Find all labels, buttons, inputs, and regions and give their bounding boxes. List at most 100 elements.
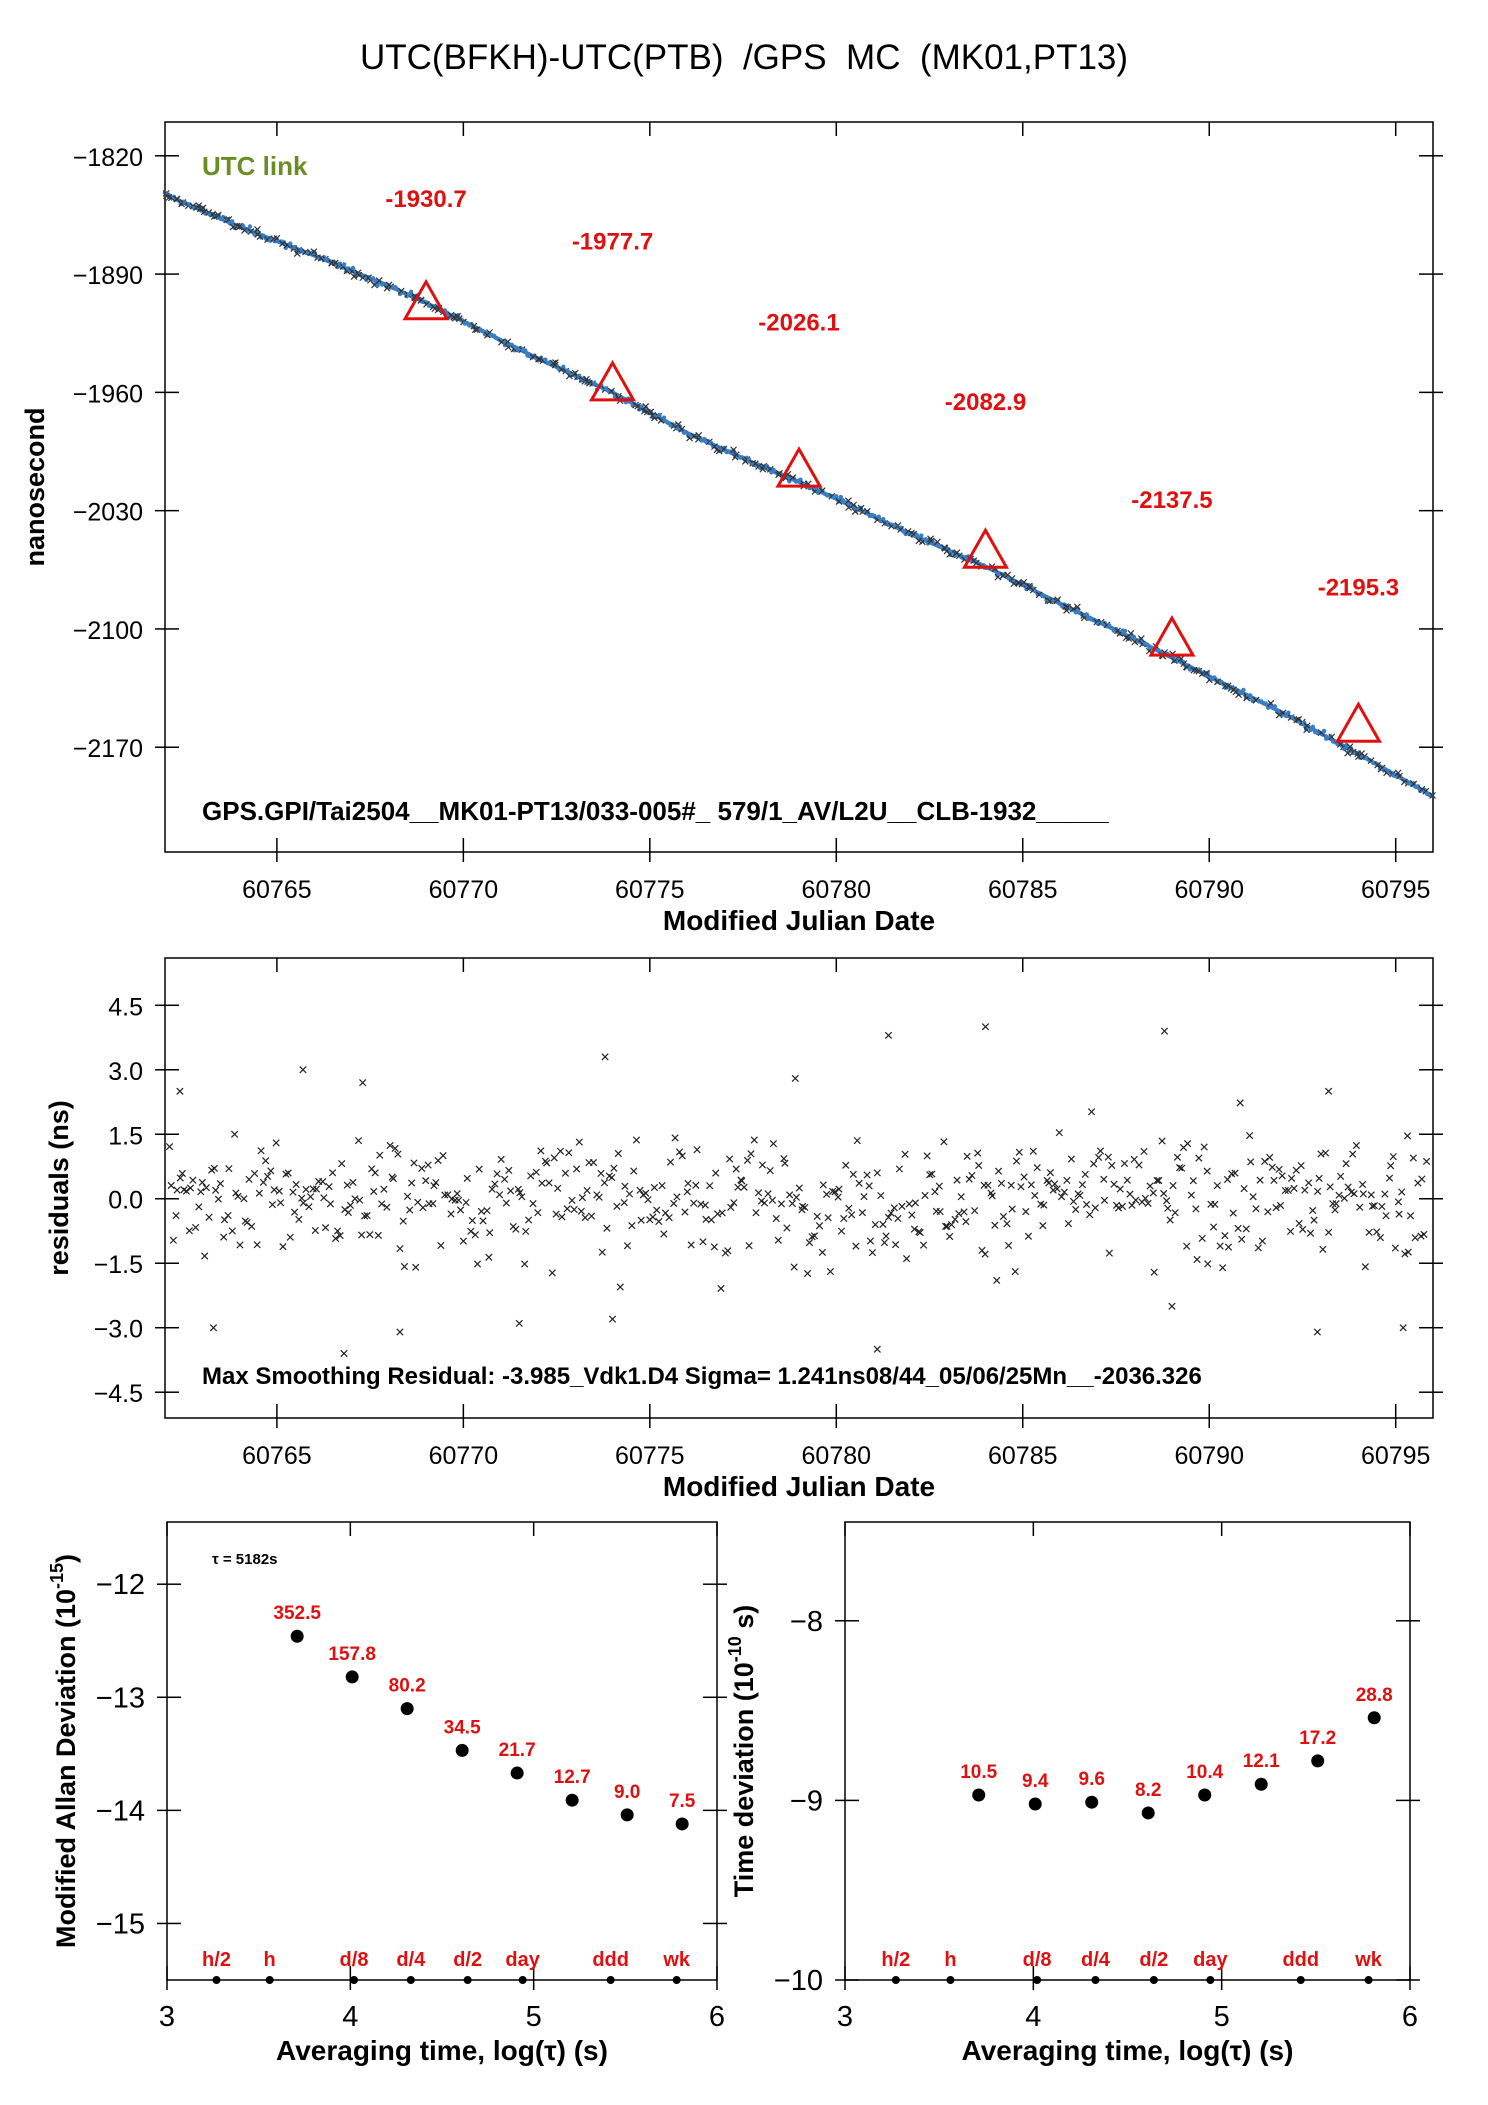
residual-point	[926, 1171, 934, 1179]
residual-point	[769, 1140, 778, 1148]
residual-point	[1336, 1172, 1345, 1180]
residual-point	[1158, 1137, 1166, 1145]
residual-point	[963, 1152, 971, 1161]
residual-point	[610, 1164, 618, 1172]
link-cross	[1429, 791, 1436, 799]
link-cross	[607, 387, 615, 395]
link-point	[816, 490, 821, 496]
residual-point	[502, 1199, 510, 1207]
residual-point	[673, 1193, 681, 1201]
link-footer: GPS.GPI/Tai2504__MK01-PT13/033-005#_ 579…	[202, 796, 1109, 826]
residual-point	[441, 1191, 449, 1199]
residual-outlier	[340, 1349, 348, 1358]
link-cross	[1073, 603, 1081, 611]
y-tick-label: −4.5	[94, 1380, 143, 1408]
tdev-value-label: 9.6	[1079, 1769, 1105, 1790]
residual-point	[165, 1143, 174, 1151]
link-cross	[1054, 596, 1062, 604]
mdev-x-axis: 3 4 5 6	[159, 1522, 725, 2033]
residual-point	[1376, 1234, 1385, 1242]
residual-point	[1082, 1200, 1091, 1209]
residual-point	[953, 1176, 961, 1184]
residual-point	[234, 1192, 242, 1200]
residual-point	[462, 1198, 470, 1207]
link-annotation: -1930.7	[385, 186, 466, 213]
tdev-tau-dot	[1149, 1976, 1158, 1984]
residual-point	[890, 1204, 898, 1212]
residual-point	[1365, 1228, 1373, 1236]
residual-point	[1272, 1204, 1280, 1212]
residual-point	[738, 1177, 746, 1185]
residual-point	[565, 1149, 573, 1157]
residual-point	[946, 1232, 954, 1241]
residual-outlier	[981, 1023, 990, 1031]
residual-point	[947, 1221, 956, 1229]
residual-point	[545, 1179, 553, 1187]
residual-point	[1418, 1175, 1426, 1183]
link-point	[292, 244, 297, 250]
residual-point	[548, 1269, 556, 1277]
residual-point	[902, 1254, 911, 1263]
mdev-value-label: 21.7	[499, 1740, 536, 1761]
residual-point	[1110, 1180, 1118, 1188]
residual-point	[1295, 1219, 1303, 1228]
residual-point	[1297, 1161, 1305, 1170]
residual-point	[1193, 1255, 1201, 1264]
mdev-point	[675, 1817, 689, 1831]
residual-point	[418, 1164, 426, 1173]
tdev-value-label: 12.1	[1243, 1751, 1280, 1772]
residual-point	[1153, 1176, 1161, 1185]
residual-point	[516, 1189, 524, 1197]
residual-point	[724, 1247, 732, 1255]
residual-point	[302, 1185, 310, 1194]
link-cross	[642, 402, 650, 410]
residual-point	[578, 1193, 587, 1202]
residual-point	[351, 1195, 359, 1203]
residual-point	[1146, 1182, 1154, 1190]
residual-point	[185, 1227, 193, 1235]
link-plot-frame	[164, 121, 1434, 853]
residual-point	[374, 1231, 382, 1239]
mdev-tau-label: h	[264, 1949, 276, 1971]
residual-point	[687, 1241, 695, 1249]
residual-point	[529, 1200, 537, 1208]
residual-point	[169, 1236, 178, 1244]
residual-point	[1236, 1099, 1244, 1107]
x-tick-label: 3	[837, 2001, 853, 2033]
x-tick-label: 4	[342, 2001, 358, 2033]
mdev-value-label: 352.5	[273, 1603, 321, 1624]
residual-point	[1017, 1183, 1025, 1191]
residual-outlier	[873, 1345, 881, 1353]
residual-point	[842, 1161, 850, 1169]
residual-point	[295, 1215, 303, 1224]
residual-point	[467, 1227, 475, 1235]
link-point	[661, 415, 667, 420]
residual-point	[943, 1222, 951, 1231]
tdev-value-label: 28.8	[1356, 1685, 1393, 1706]
residual-point	[916, 1228, 924, 1237]
y-tick-label: 1.5	[108, 1122, 143, 1150]
link-cross	[1303, 722, 1311, 730]
residual-point	[1100, 1175, 1108, 1183]
residual-point	[1299, 1225, 1307, 1233]
residual-point	[803, 1269, 812, 1278]
residual-point	[955, 1210, 963, 1218]
residual-point	[1135, 1161, 1143, 1169]
mdev-value-label: 157.8	[328, 1644, 376, 1665]
mdev-tau-dot	[518, 1976, 527, 1984]
residual-point	[813, 1212, 821, 1221]
link-annotation: -2082.9	[945, 389, 1026, 416]
residual-point	[792, 1193, 801, 1201]
residual-point	[1094, 1153, 1103, 1162]
link-cross	[1137, 635, 1145, 642]
residual-point	[1249, 1193, 1257, 1201]
link-marker-triangle	[1334, 701, 1382, 743]
residual-point	[1403, 1132, 1412, 1140]
residual-point	[1404, 1248, 1412, 1256]
residual-point	[1276, 1201, 1285, 1210]
residual-point	[962, 1217, 970, 1226]
residual-point	[1060, 1188, 1068, 1196]
link-cross	[551, 361, 559, 369]
residual-point	[262, 1157, 270, 1165]
residual-point	[1033, 1164, 1041, 1172]
